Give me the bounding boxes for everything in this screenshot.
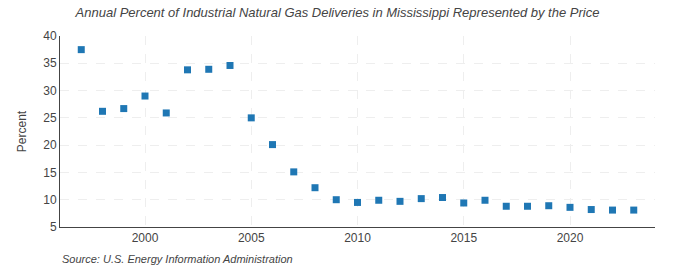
svg-text:15: 15	[43, 166, 57, 180]
svg-text:Source: U.S. Energy Informatio: Source: U.S. Energy Information Administ…	[62, 253, 293, 265]
svg-text:35: 35	[43, 56, 57, 70]
svg-text:2005: 2005	[238, 231, 265, 245]
svg-text:20: 20	[43, 138, 57, 152]
svg-text:2020: 2020	[557, 231, 584, 245]
svg-text:2000: 2000	[132, 231, 159, 245]
svg-text:5: 5	[50, 220, 57, 234]
svg-text:Annual Percent of Industrial N: Annual Percent of Industrial Natural Gas…	[75, 5, 600, 20]
svg-text:25: 25	[43, 111, 57, 125]
svg-text:2015: 2015	[450, 231, 477, 245]
svg-text:40: 40	[43, 29, 57, 43]
svg-text:2010: 2010	[344, 231, 371, 245]
svg-text:30: 30	[43, 84, 57, 98]
svg-text:10: 10	[43, 193, 57, 207]
svg-text:Percent: Percent	[15, 110, 29, 152]
